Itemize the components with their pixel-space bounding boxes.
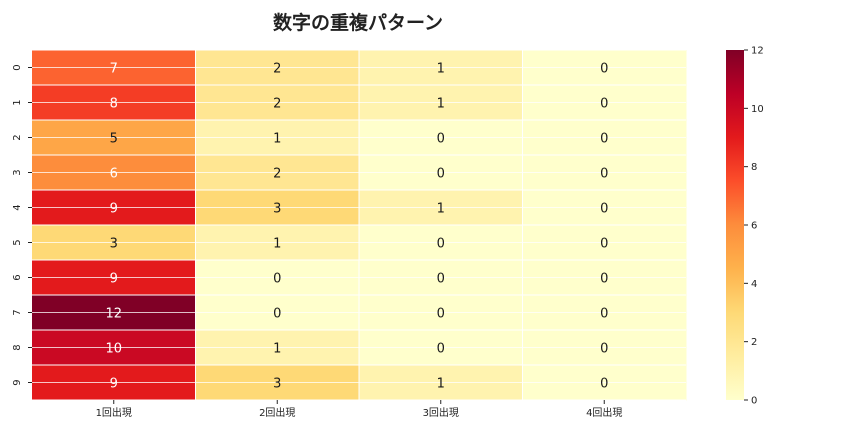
colorbar-tick-label: 12 <box>751 46 764 57</box>
colorbar-tick-label: 6 <box>751 221 757 232</box>
cell-value-label: 1 <box>273 342 281 357</box>
cell-value-label: 0 <box>600 237 608 252</box>
cell-value-label: 0 <box>273 272 281 287</box>
y-tick-label: 1 <box>12 99 23 105</box>
colorbar-tick-label: 2 <box>751 337 757 348</box>
y-tick-label: 6 <box>12 274 23 280</box>
y-tick-label: 2 <box>12 134 23 140</box>
cell-value-label: 2 <box>273 167 281 182</box>
cell-value-label: 0 <box>600 377 608 392</box>
colorbar-tick-label: 10 <box>751 104 764 115</box>
cell-value-label: 12 <box>105 307 122 322</box>
cell-value-label: 10 <box>105 342 122 357</box>
cell-value-label: 0 <box>600 342 608 357</box>
colorbar-tick-label: 8 <box>751 162 757 173</box>
x-axis: 1回出現 2回出現 3回出現 4回出現 <box>96 400 622 419</box>
y-tick-label: 9 <box>12 379 23 385</box>
cell-value-label: 0 <box>600 307 608 322</box>
cell-value-label: 9 <box>110 272 118 287</box>
cell-value-label: 2 <box>273 62 281 77</box>
cell-value-label: 0 <box>437 167 445 182</box>
cell-value-label: 0 <box>437 272 445 287</box>
cell-value-label: 0 <box>437 237 445 252</box>
y-tick-label: 3 <box>12 169 23 175</box>
cell-value-label: 0 <box>600 167 608 182</box>
x-tick-label: 2回出現 <box>259 406 295 419</box>
cell-value-label: 0 <box>600 97 608 112</box>
cell-value-label: 1 <box>437 377 445 392</box>
y-tick-label: 5 <box>12 239 23 245</box>
y-axis: 0 1 2 3 4 5 6 7 8 9 <box>12 64 32 386</box>
cell-value-label: 1 <box>437 97 445 112</box>
y-tick-label: 8 <box>12 344 23 350</box>
cell-value-label: 6 <box>110 167 118 182</box>
x-tick-label: 1回出現 <box>96 406 132 419</box>
cell-value-label: 0 <box>273 307 281 322</box>
cell-value-label: 5 <box>110 132 118 147</box>
cell-value-label: 3 <box>273 377 281 392</box>
cell-value-label: 3 <box>273 202 281 217</box>
cell-value-label: 0 <box>437 307 445 322</box>
cell-value-label: 0 <box>437 342 445 357</box>
chart-title: 数字の重複パターン <box>273 11 443 34</box>
cell-value-label: 8 <box>110 97 118 112</box>
y-tick-label: 4 <box>12 204 23 210</box>
colorbar-tick-label: 4 <box>751 279 757 290</box>
cell-value-label: 0 <box>600 202 608 217</box>
cell-value-label: 1 <box>273 132 281 147</box>
colorbar <box>726 50 744 400</box>
cell-value-label: 9 <box>110 377 118 392</box>
cell-value-label: 9 <box>110 202 118 217</box>
cell-value-label: 0 <box>600 132 608 147</box>
grid-lines <box>32 49 686 418</box>
cell-labels: 7 2 1 08 2 1 05 1 0 06 2 0 09 3 1 03 1 0 09 0 0 012 0 0 010 1 0 09 3… <box>105 62 608 392</box>
cell-value-label: 2 <box>273 97 281 112</box>
cell-value-label: 0 <box>600 272 608 287</box>
cell-value-label: 1 <box>437 202 445 217</box>
cell-value-label: 1 <box>437 62 445 77</box>
colorbar-tick-label: 0 <box>751 396 757 407</box>
y-tick-label: 0 <box>12 64 23 70</box>
cell-value-label: 0 <box>600 62 608 77</box>
x-tick-label: 4回出現 <box>586 406 622 419</box>
cell-value-label: 7 <box>110 62 118 77</box>
cell-value-label: 3 <box>110 237 118 252</box>
cell-value-label: 1 <box>273 237 281 252</box>
cell-value-label: 0 <box>437 132 445 147</box>
y-tick-label: 7 <box>12 309 23 315</box>
colorbar-ticks: 0 2 4 6 8 10 12 <box>744 46 764 407</box>
x-tick-label: 3回出現 <box>423 406 459 419</box>
